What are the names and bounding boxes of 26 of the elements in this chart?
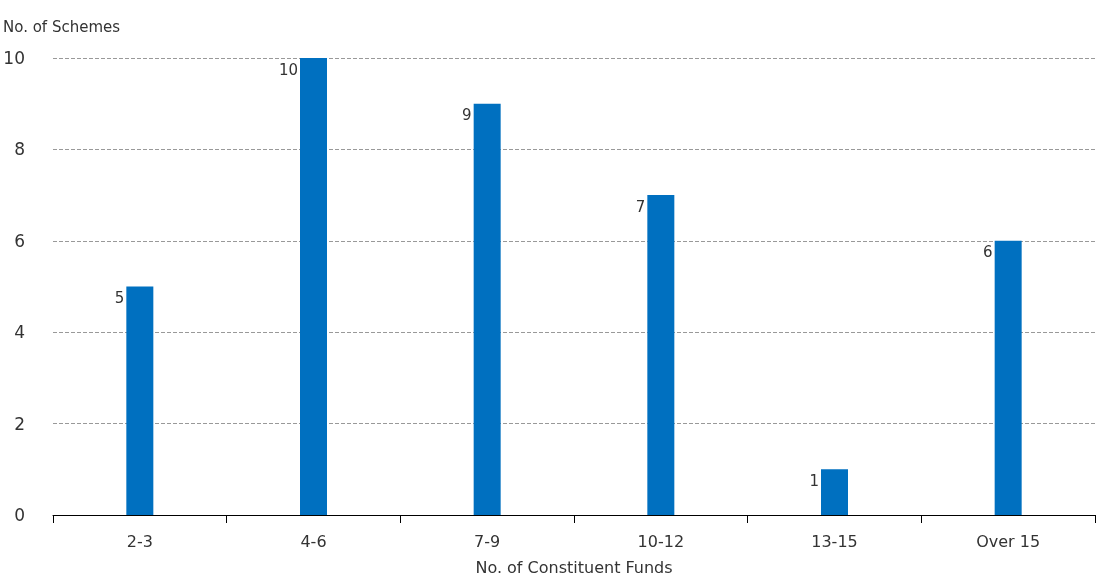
y-tick-label: 0	[14, 505, 25, 525]
bar	[473, 103, 501, 515]
y-tick-label: 6	[14, 230, 25, 251]
y-tick-label: 2	[14, 413, 25, 434]
x-tick-label: 2-3	[126, 531, 153, 551]
data-label: 10	[278, 60, 298, 79]
data-label: 7	[635, 197, 646, 216]
bar	[994, 240, 1022, 515]
x-tick-label: 4-6	[300, 531, 327, 551]
bar	[647, 195, 675, 515]
data-label: 5	[114, 289, 125, 307]
x-tick-label: Over 15	[976, 531, 1041, 551]
data-label: 6	[983, 243, 993, 262]
y-tick-label: 10	[3, 48, 25, 68]
x-tick-label: 13-15	[811, 531, 858, 551]
data-label: 1	[809, 471, 819, 490]
x-tick-label: 7-9	[474, 531, 501, 551]
y-tick-label: 8	[14, 139, 25, 160]
y-axis-title: No. of Schemes	[3, 17, 121, 36]
x-tick-label: 10-12	[637, 531, 685, 551]
x-axis-title: No. of Constituent Funds	[475, 557, 673, 577]
data-label: 9	[462, 106, 472, 125]
bar	[126, 286, 154, 515]
bar	[821, 469, 848, 515]
bar	[300, 58, 327, 515]
y-tick-label: 4	[14, 322, 25, 343]
